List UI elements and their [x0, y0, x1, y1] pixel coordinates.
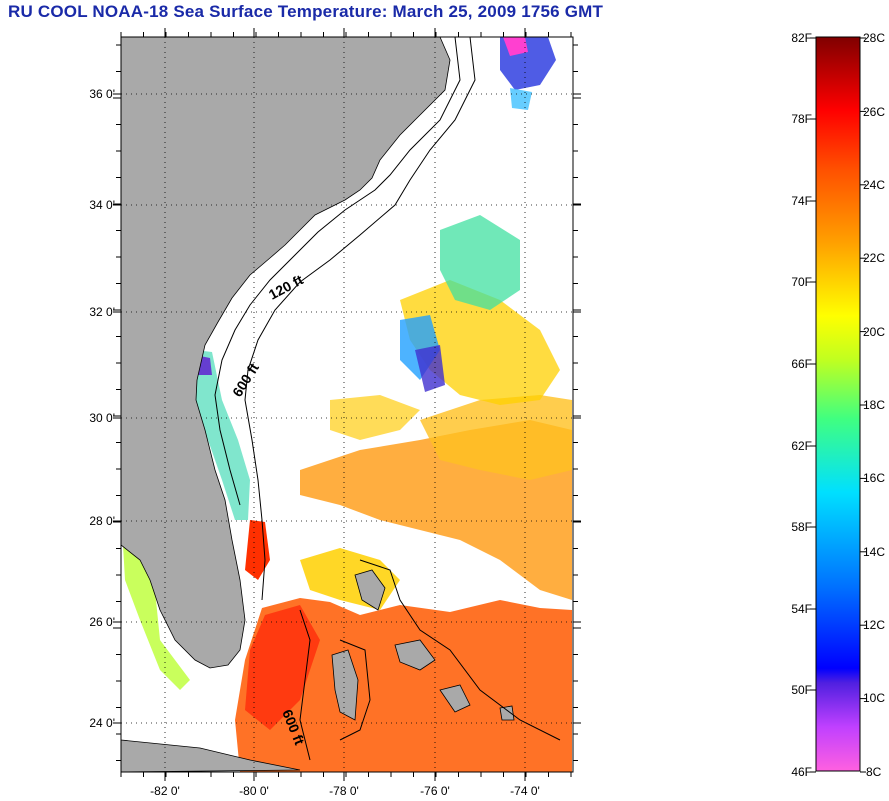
colorbar-fahrenheit-labels: 82F 78F 74F 70F 66F 62F 58F 54F 50F 46F	[791, 31, 812, 779]
sst-patch	[503, 37, 528, 56]
axis-ticks	[113, 28, 581, 781]
colorbar-f-label: 46F	[791, 765, 812, 779]
colorbar-c-label: 16C	[863, 471, 885, 485]
colorbar-f-label: 54F	[791, 602, 812, 616]
sst-patch	[415, 345, 445, 392]
colorbar-celsius-labels: 28C 26C 24C 22C 20C 18C 16C 14C 12C 10C …	[863, 31, 885, 779]
map-title: RU COOL NOAA-18 Sea Surface Temperature:…	[8, 2, 604, 21]
colorbar-f-label: 50F	[791, 683, 812, 697]
sst-data-layer	[123, 37, 572, 772]
lon-label: -78 0'	[329, 784, 359, 798]
colorbar-c-label: 18C	[863, 398, 885, 412]
colorbar-c-label: 28C	[863, 31, 885, 45]
colorbar-c-label: 24C	[863, 178, 885, 192]
graticule	[121, 37, 573, 772]
grand-bahama-island	[354, 569, 386, 611]
colorbar-c-label: 10C	[863, 691, 885, 705]
colorbar	[815, 36, 861, 772]
colorbar-c-label: 14C	[863, 545, 885, 559]
bahamas-island	[499, 705, 515, 721]
colorbar-f-label: 66F	[791, 357, 812, 371]
sst-patch	[330, 395, 420, 440]
lon-label: -80 0'	[239, 784, 269, 798]
andros-island	[331, 649, 359, 721]
sst-patch	[123, 545, 190, 690]
lat-label: 24 0'	[89, 716, 115, 730]
sst-patch	[440, 215, 520, 310]
lat-label: 28 0'	[89, 514, 115, 528]
sst-patch	[420, 395, 572, 480]
cuba-land	[121, 739, 301, 772]
colorbar-f-label: 78F	[791, 112, 812, 126]
colorbar-f-label: 74F	[791, 194, 812, 208]
contour-bahamas-bank	[359, 559, 561, 741]
lon-label: -76 0'	[420, 784, 450, 798]
colorbar-c-label: 12C	[863, 618, 885, 632]
lon-label: -74 0'	[510, 784, 540, 798]
colorbar-f-label: 82F	[791, 31, 812, 45]
bahamas-island	[439, 684, 471, 713]
colorbar-f-label: 62F	[791, 439, 812, 453]
lat-label: 32 0'	[89, 305, 115, 319]
colorbar-f-label: 58F	[791, 520, 812, 534]
latitude-labels: 36 0' 34 0' 32 0' 30 0' 28 0' 26 0' 24 0…	[89, 87, 115, 730]
colorbar-f-label: 70F	[791, 275, 812, 289]
lat-label: 26 0'	[89, 615, 115, 629]
colorbar-c-label: 26C	[863, 105, 885, 119]
colorbar-c-label: 20C	[863, 325, 885, 339]
sst-patch	[195, 350, 250, 520]
colorbar-c-label: 8C	[866, 765, 882, 779]
bahamas-island	[394, 639, 436, 671]
contour-600ft-south	[299, 609, 311, 761]
sst-patch	[245, 605, 320, 730]
contour-bahamas-bank	[339, 639, 371, 741]
lon-label: -82 0'	[150, 784, 180, 798]
lat-label: 36 0'	[89, 87, 115, 101]
lat-label: 30 0'	[89, 411, 115, 425]
colorbar-ticks	[810, 37, 866, 773]
map-content: 120 ft 600 ft 600 ft	[121, 37, 573, 772]
longitude-labels: -82 0' -80 0' -78 0' -76 0' -74 0'	[150, 784, 540, 798]
us-east-coast-land	[121, 37, 451, 669]
lat-label: 34 0'	[89, 198, 115, 212]
map-frame	[120, 36, 574, 773]
sst-patch	[510, 88, 532, 110]
contour-120ft	[214, 37, 461, 506]
sst-patch	[245, 520, 270, 580]
contour-600ft	[244, 37, 476, 601]
colorbar-c-label: 22C	[863, 251, 885, 265]
